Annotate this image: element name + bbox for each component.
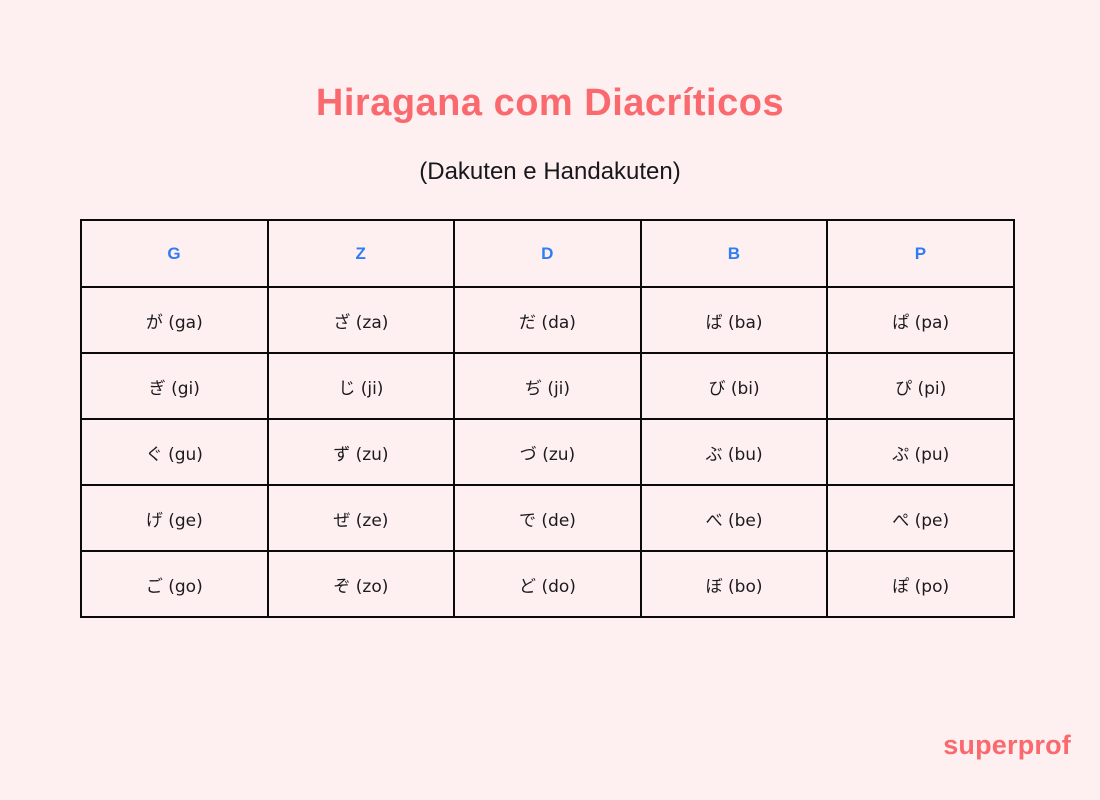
table-row: げ (ge) ぜ (ze) で (de) べ (be) ぺ (pe) xyxy=(80,484,1015,552)
table-cell: び (bi) xyxy=(639,352,829,420)
table-cell: ぜ (ze) xyxy=(266,484,456,552)
table-cell: べ (be) xyxy=(639,484,829,552)
column-header: P xyxy=(826,219,1015,288)
column-header: Z xyxy=(266,219,456,288)
column-header: B xyxy=(639,219,829,288)
table-cell: だ (da) xyxy=(453,286,642,354)
table-row: ご (go) ぞ (zo) ど (do) ぼ (bo) ぽ (po) xyxy=(80,550,1015,618)
table-cell: ぽ (po) xyxy=(826,550,1015,618)
table-row: が (ga) ざ (za) だ (da) ば (ba) ぱ (pa) xyxy=(80,286,1015,354)
table-cell: ぎ (gi) xyxy=(80,352,269,420)
table-row: ぎ (gi) じ (ji) ぢ (ji) び (bi) ぴ (pi) xyxy=(80,352,1015,420)
table-cell: ぢ (ji) xyxy=(453,352,642,420)
column-header: D xyxy=(453,219,642,288)
column-header: G xyxy=(80,219,269,288)
table-cell: げ (ge) xyxy=(80,484,269,552)
table-cell: ご (go) xyxy=(80,550,269,618)
table-cell: ざ (za) xyxy=(266,286,456,354)
table-cell: ぴ (pi) xyxy=(826,352,1015,420)
table-cell: ば (ba) xyxy=(639,286,829,354)
table-cell: が (ga) xyxy=(80,286,269,354)
table-cell: ぱ (pa) xyxy=(826,286,1015,354)
table-body: が (ga) ざ (za) だ (da) ば (ba) ぱ (pa) ぎ (gi) じ (j… xyxy=(80,286,1015,618)
table-cell: ぼ (bo) xyxy=(639,550,829,618)
table-cell: ぞ (zo) xyxy=(266,550,456,618)
table-cell: ぷ (pu) xyxy=(826,418,1015,486)
page-title: Hiragana com Diacríticos xyxy=(315,82,785,124)
table-cell: ず (zu) xyxy=(266,418,456,486)
table-cell: じ (ji) xyxy=(266,352,456,420)
table-cell: づ (zu) xyxy=(453,418,642,486)
table-cell: ど (do) xyxy=(453,550,642,618)
table-cell: ぐ (gu) xyxy=(80,418,269,486)
table-cell: ぺ (pe) xyxy=(826,484,1015,552)
page-subtitle: (Dakuten e Handakuten) xyxy=(419,158,681,185)
table-row: ぐ (gu) ず (zu) づ (zu) ぶ (bu) ぷ (pu) xyxy=(80,418,1015,486)
superprof-logo: superprof xyxy=(943,730,1071,760)
table-cell: で (de) xyxy=(453,484,642,552)
table-cell: ぶ (bu) xyxy=(639,418,829,486)
